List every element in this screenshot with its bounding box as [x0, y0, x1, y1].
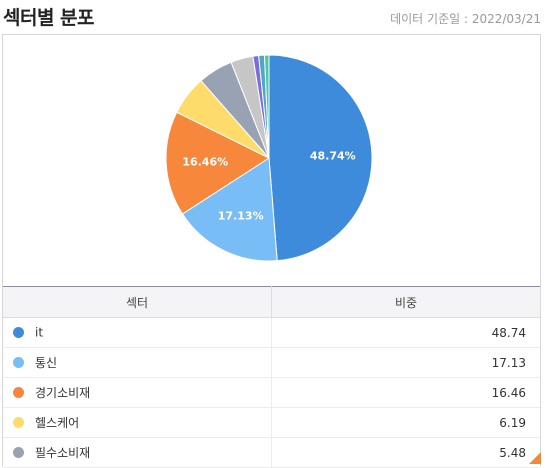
legend-dot-icon — [13, 357, 24, 368]
sector-cell: 필수소비재 — [3, 437, 272, 468]
sector-name: 필수소비재 — [35, 446, 91, 460]
sector-name: 통신 — [35, 356, 58, 370]
sector-name: it — [35, 325, 44, 340]
sector-pie-chart: 48.74% 17.13% 16.46% — [165, 54, 373, 262]
sector-cell: it — [3, 317, 272, 348]
resize-corner-icon — [529, 452, 541, 464]
sector-name: 헬스케어 — [35, 416, 80, 430]
sector-name: 경기소비재 — [35, 386, 91, 400]
pie-chart-area: 48.74% 17.13% 16.46% — [3, 35, 540, 285]
table-row[interactable]: 경기소비재 16.46 — [3, 377, 540, 408]
weight-cell: 16.46 — [271, 377, 540, 408]
table-row[interactable]: 헬스케어 6.19 — [3, 407, 540, 438]
pie-slice-label: 48.74% — [310, 149, 356, 162]
pie-slice-label: 16.46% — [182, 156, 228, 169]
table-row[interactable]: it 48.74 — [3, 317, 540, 348]
header: 섹터별 분포 데이터 기준일 : 2022/03/21 — [0, 0, 545, 34]
sector-cell: 헬스케어 — [3, 407, 272, 438]
pie-slice-label: 17.13% — [218, 209, 264, 222]
sector-cell: 경기소비재 — [3, 377, 272, 408]
weight-cell: 17.13 — [271, 347, 540, 378]
weight-cell: 48.74 — [271, 317, 540, 348]
legend-dot-icon — [13, 327, 24, 339]
pie-slice[interactable] — [181, 157, 278, 262]
sector-cell: 통신 — [3, 347, 272, 378]
weight-cell: 5.48 — [271, 437, 540, 468]
legend-dot-icon — [13, 417, 24, 428]
pie-slice[interactable] — [263, 54, 270, 159]
page-title: 섹터별 분포 — [3, 7, 95, 29]
legend-dot-icon — [13, 447, 24, 458]
sector-column-header[interactable]: 섹터 — [3, 286, 272, 318]
table-header-row: 섹터 비중 — [3, 286, 540, 318]
sector-panel: 48.74% 17.13% 16.46% 섹터 비중 it 48.74 통신 17.… — [2, 34, 541, 468]
legend-dot-icon — [13, 387, 24, 398]
pie-slice[interactable] — [268, 54, 373, 262]
weight-cell: 6.19 — [271, 407, 540, 438]
pie-slice[interactable] — [165, 111, 271, 215]
weight-column-header[interactable]: 비중 — [271, 286, 540, 318]
data-date-label: 데이터 기준일 : 2022/03/21 — [390, 12, 541, 26]
sector-table: 섹터 비중 it 48.74 통신 17.13 경기소비재 16 — [3, 286, 540, 468]
table-row[interactable]: 필수소비재 5.48 — [3, 437, 540, 468]
table-row[interactable]: 통신 17.13 — [3, 347, 540, 378]
